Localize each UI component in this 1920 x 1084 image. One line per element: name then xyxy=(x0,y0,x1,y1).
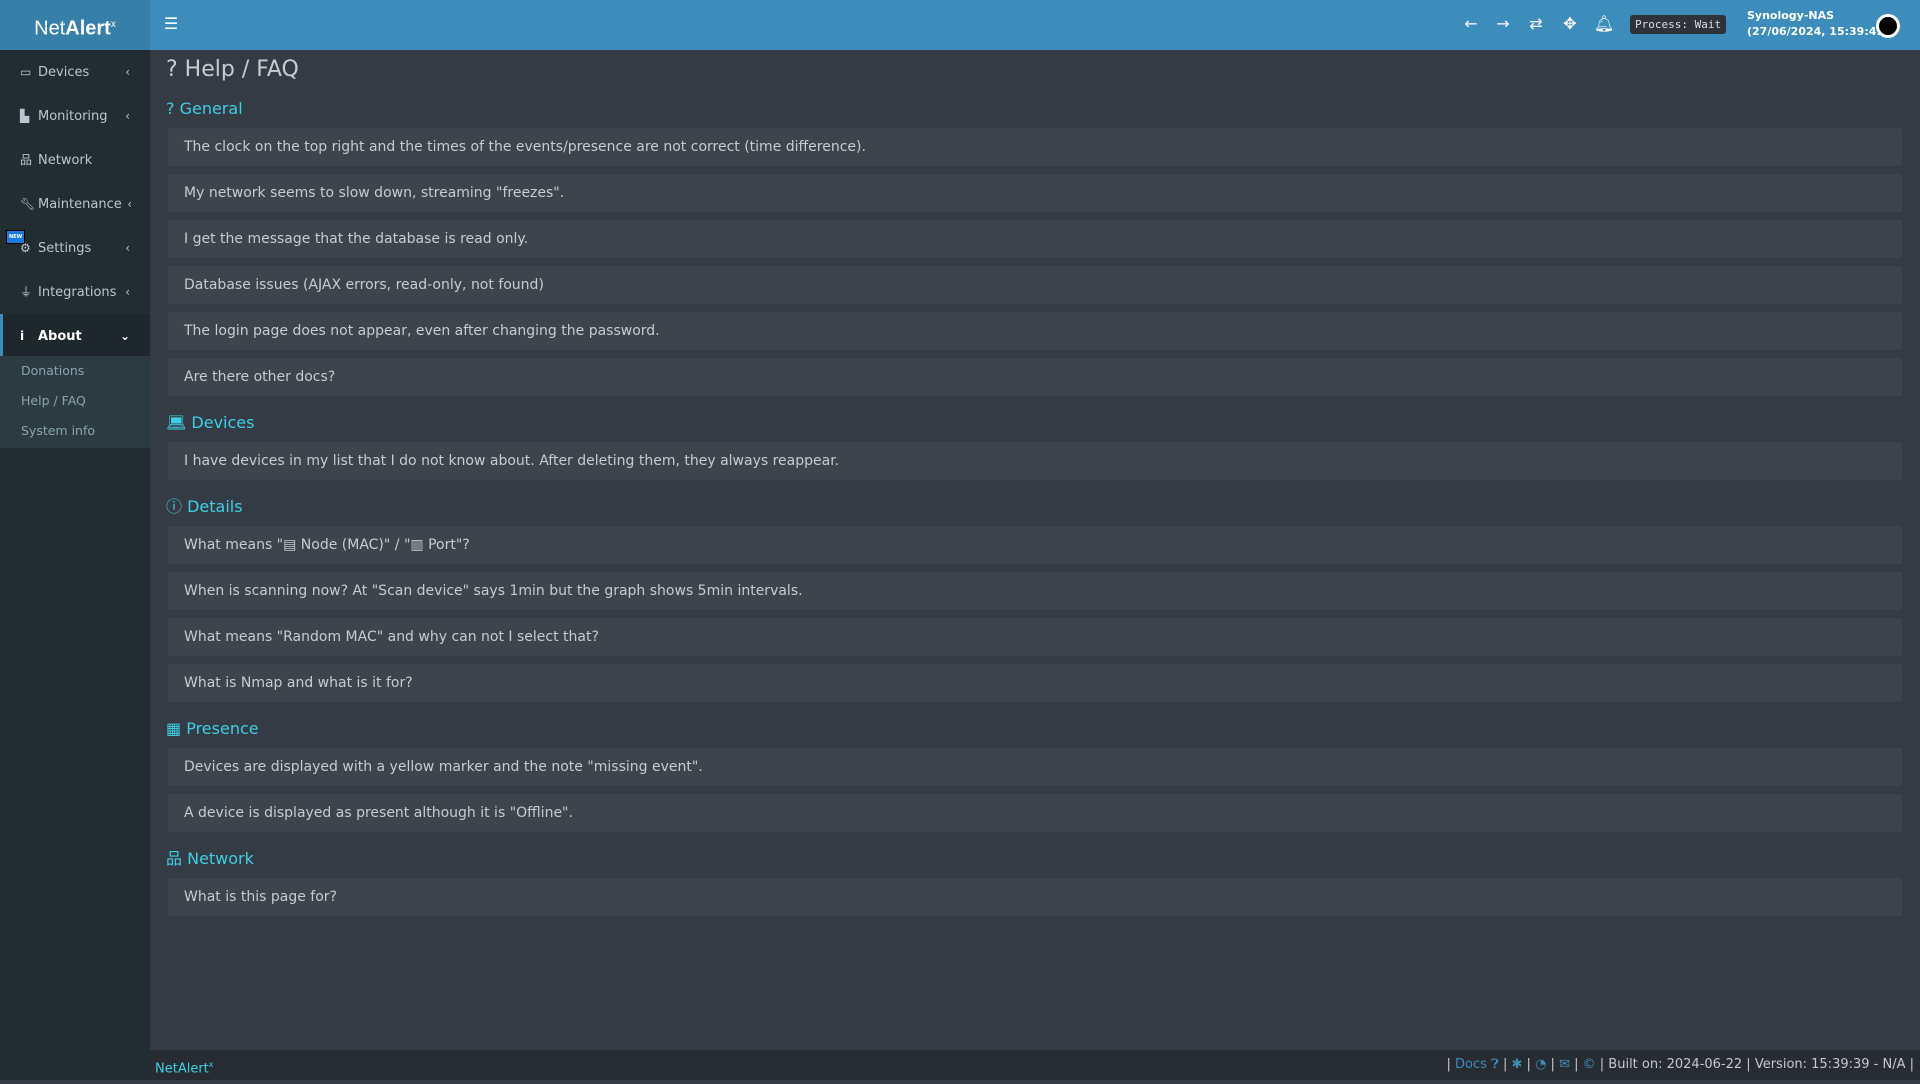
wrench-icon: 🔧︎ xyxy=(20,197,36,211)
faq-question[interactable]: Are there other docs? xyxy=(168,358,1902,396)
sitemap-icon: 品 xyxy=(166,849,188,868)
section-title: Devices xyxy=(191,413,255,432)
new-badge: NEW xyxy=(6,230,26,244)
main-content: ? Help / FAQ ? General The clock on the t… xyxy=(150,50,1920,1050)
section-heading-details: ⓘ Details xyxy=(166,492,1902,522)
chart-icon: ▙ xyxy=(20,109,30,123)
sidebar-item-label: Devices xyxy=(38,65,90,80)
refresh-icon[interactable]: ⇄ xyxy=(1529,14,1543,33)
sidebar-item-label: Integrations xyxy=(38,285,117,300)
about-submenu: Donations Help / FAQ System info xyxy=(0,356,150,448)
section-heading-devices: 💻︎ Devices xyxy=(166,408,1902,438)
faq-question[interactable]: What is Nmap and what is it for? xyxy=(168,664,1902,702)
sidebar-item-label: Settings xyxy=(38,241,92,256)
sidebar-item-devices[interactable]: ▭ Devices ‹ xyxy=(0,50,150,94)
faq-question[interactable]: I have devices in my list that I do not … xyxy=(168,442,1902,480)
faq-question[interactable]: What means "Random MAC" and why can not … xyxy=(168,618,1902,656)
submenu-donations[interactable]: Donations xyxy=(21,363,85,378)
sidebar-item-label: Monitoring xyxy=(38,109,108,124)
footer: NetAlertx | Docs ❓︎ | ✱ | ◔ | ✉ | © | Bu… xyxy=(150,1050,1920,1080)
footer-app-name: NetAlertx xyxy=(155,1050,214,1084)
logo-text: Net xyxy=(34,17,66,40)
question-icon: ? xyxy=(166,99,180,118)
section-heading-presence: ▦ Presence xyxy=(166,714,1902,744)
faq-question[interactable]: My network seems to slow down, streaming… xyxy=(168,174,1902,212)
section-title: Presence xyxy=(186,719,259,738)
move-icon[interactable]: ✥ xyxy=(1563,14,1577,33)
arrow-right-icon[interactable]: → xyxy=(1496,14,1510,33)
section-title: General xyxy=(179,99,243,118)
question-icon: ? xyxy=(166,57,185,82)
arrow-left-icon[interactable]: ← xyxy=(1464,14,1478,33)
sidebar: ▭ Devices ‹ ▙ Monitoring ‹ 品 Network 🔧︎ Mainte… xyxy=(0,50,150,1080)
gear-icon: ⚙ xyxy=(20,241,31,255)
submenu-system-info[interactable]: System info xyxy=(21,423,96,438)
plug-icon: ⏚ xyxy=(20,285,33,299)
page-title-text: Help / FAQ xyxy=(184,57,299,82)
faq-question[interactable]: The login page does not appear, even aft… xyxy=(168,312,1902,350)
sidebar-item-label: Network xyxy=(38,153,93,168)
faq-question[interactable]: The clock on the top right and the times… xyxy=(168,128,1902,166)
process-status: Process: Wait xyxy=(1630,15,1727,34)
top-navbar: NetAlertx ☰ ← → ⇄ ✥ 🔔︎ Process: Wait Syn… xyxy=(0,0,1920,50)
laptop-icon: 💻︎ xyxy=(166,413,192,432)
github-icon[interactable]: ◔ xyxy=(1535,1057,1547,1072)
chevron-left-icon: ‹ xyxy=(125,285,130,299)
build-date: Built on: 2024-06-22 xyxy=(1608,1057,1743,1072)
logo-text-bold: Alert xyxy=(65,17,111,40)
faq-question[interactable]: Database issues (AJAX errors, read-only,… xyxy=(168,266,1902,304)
bell-icon[interactable]: 🔔︎ xyxy=(1593,14,1615,33)
footer-name-sup: x xyxy=(208,1060,214,1069)
page-title: ? Help / FAQ xyxy=(166,52,1902,88)
laptop-icon: ▭ xyxy=(20,65,32,79)
sidebar-item-label: Maintenance xyxy=(38,197,122,212)
sidebar-item-label: About xyxy=(38,329,82,344)
version: Version: 15:39:39 - N/A xyxy=(1754,1057,1906,1072)
sidebar-item-maintenance[interactable]: 🔧︎ Maintenance ‹ xyxy=(0,182,150,226)
chevron-left-icon: ‹ xyxy=(125,109,130,123)
host-info: Synology-NAS (27/06/2024, 15:39:41) xyxy=(1747,8,1889,40)
chevron-down-icon: ⌄ xyxy=(119,329,130,343)
faq-question[interactable]: What is this page for? xyxy=(168,878,1902,916)
submenu-help-faq[interactable]: Help / FAQ xyxy=(21,393,86,408)
faq-question[interactable]: Devices are displayed with a yellow mark… xyxy=(168,748,1902,786)
footer-info: | Docs ❓︎ | ✱ | ◔ | ✉ | © | Built on: 20… xyxy=(1446,1057,1914,1072)
section-heading-network: 品 Network xyxy=(166,844,1902,874)
chevron-left-icon: ‹ xyxy=(125,241,130,255)
faq-question[interactable]: When is scanning now? At "Scan device" s… xyxy=(168,572,1902,610)
faq-question[interactable]: A device is displayed as present althoug… xyxy=(168,794,1902,832)
chevron-left-icon: ‹ xyxy=(125,65,130,79)
info-icon: i xyxy=(20,329,25,343)
section-heading-general: ? General xyxy=(166,94,1902,124)
help-icon[interactable]: ❓︎ xyxy=(1491,1057,1499,1072)
mail-icon[interactable]: ✉ xyxy=(1559,1057,1570,1072)
sidebar-item-network[interactable]: 品 Network xyxy=(0,138,150,182)
sidebar-item-settings[interactable]: ⚙ Settings ‹ xyxy=(0,226,150,270)
user-avatar[interactable] xyxy=(1876,14,1900,38)
faq-question[interactable]: I get the message that the database is r… xyxy=(168,220,1902,258)
info-circle-icon: ⓘ xyxy=(166,497,188,516)
app-logo[interactable]: NetAlertx xyxy=(0,0,150,50)
chevron-left-icon: ‹ xyxy=(127,197,132,211)
logo-sup: x xyxy=(110,19,116,30)
copyright-icon[interactable]: © xyxy=(1582,1057,1596,1072)
sidebar-item-about[interactable]: i About ⌄ xyxy=(0,314,150,358)
section-title: Details xyxy=(187,497,243,516)
sitemap-icon: 品 xyxy=(20,153,33,167)
footer-name-text: NetAlert xyxy=(155,1061,209,1077)
host-datetime: (27/06/2024, 15:39:41) xyxy=(1747,25,1890,38)
sidebar-item-monitoring[interactable]: ▙ Monitoring ‹ xyxy=(0,94,150,138)
calendar-icon: ▦ xyxy=(166,719,187,738)
faq-question[interactable]: What means "▤ Node (MAC)" / "▥ Port"? xyxy=(168,526,1902,564)
bug-icon[interactable]: ✱ xyxy=(1511,1057,1523,1072)
sidebar-item-integrations[interactable]: ⏚ Integrations ‹ xyxy=(0,270,150,314)
docs-link[interactable]: Docs xyxy=(1455,1057,1487,1072)
section-title: Network xyxy=(187,849,254,868)
host-name: Synology-NAS xyxy=(1747,9,1835,22)
menu-icon[interactable]: ☰ xyxy=(163,14,179,33)
